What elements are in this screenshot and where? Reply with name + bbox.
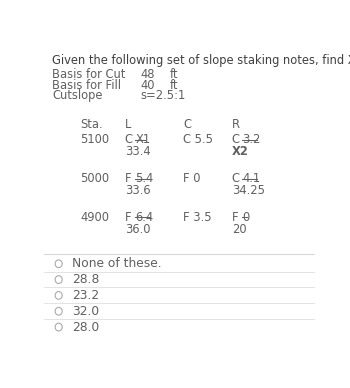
Text: Given the following set of slope staking notes, find X2:: Given the following set of slope staking… <box>52 54 350 67</box>
Text: C 5.5: C 5.5 <box>183 133 214 146</box>
Text: s=2.5:1: s=2.5:1 <box>140 89 185 102</box>
Text: 36.0: 36.0 <box>125 223 150 236</box>
Text: 23.2: 23.2 <box>72 289 99 302</box>
Text: F 0: F 0 <box>183 172 201 185</box>
Text: 6.4: 6.4 <box>135 211 153 224</box>
Text: 5100: 5100 <box>80 133 110 146</box>
Text: C: C <box>125 133 137 146</box>
Text: C: C <box>183 118 191 131</box>
Text: F: F <box>125 172 135 185</box>
Text: Cutslope: Cutslope <box>52 89 103 102</box>
Text: ft: ft <box>170 68 178 81</box>
Text: Basis for Cut: Basis for Cut <box>52 68 125 81</box>
Text: 5.4: 5.4 <box>135 172 153 185</box>
Text: Sta.: Sta. <box>80 118 103 131</box>
Text: F: F <box>125 211 135 224</box>
Text: 32.0: 32.0 <box>72 305 99 318</box>
Text: X2: X2 <box>232 145 249 158</box>
Text: 28.8: 28.8 <box>72 273 100 286</box>
Text: Basis for Fill: Basis for Fill <box>52 78 121 92</box>
Text: ft: ft <box>170 78 178 92</box>
Text: R: R <box>232 118 240 131</box>
Text: F: F <box>232 211 243 224</box>
Text: L: L <box>125 118 132 131</box>
Text: X1: X1 <box>135 133 150 146</box>
Text: 20: 20 <box>232 223 247 236</box>
Text: 40: 40 <box>140 78 155 92</box>
Text: 34.25: 34.25 <box>232 184 265 197</box>
Text: 28.0: 28.0 <box>72 320 99 334</box>
Text: 48: 48 <box>140 68 155 81</box>
Text: F 3.5: F 3.5 <box>183 211 212 224</box>
Text: 5000: 5000 <box>80 172 110 185</box>
Text: 4900: 4900 <box>80 211 109 224</box>
Text: 4.1: 4.1 <box>242 172 260 185</box>
Text: C: C <box>232 133 244 146</box>
Text: 33.4: 33.4 <box>125 145 151 158</box>
Text: C: C <box>232 172 244 185</box>
Text: 33.6: 33.6 <box>125 184 151 197</box>
Text: None of these.: None of these. <box>72 257 162 270</box>
Text: 0: 0 <box>242 211 250 224</box>
Text: 3.2: 3.2 <box>242 133 261 146</box>
